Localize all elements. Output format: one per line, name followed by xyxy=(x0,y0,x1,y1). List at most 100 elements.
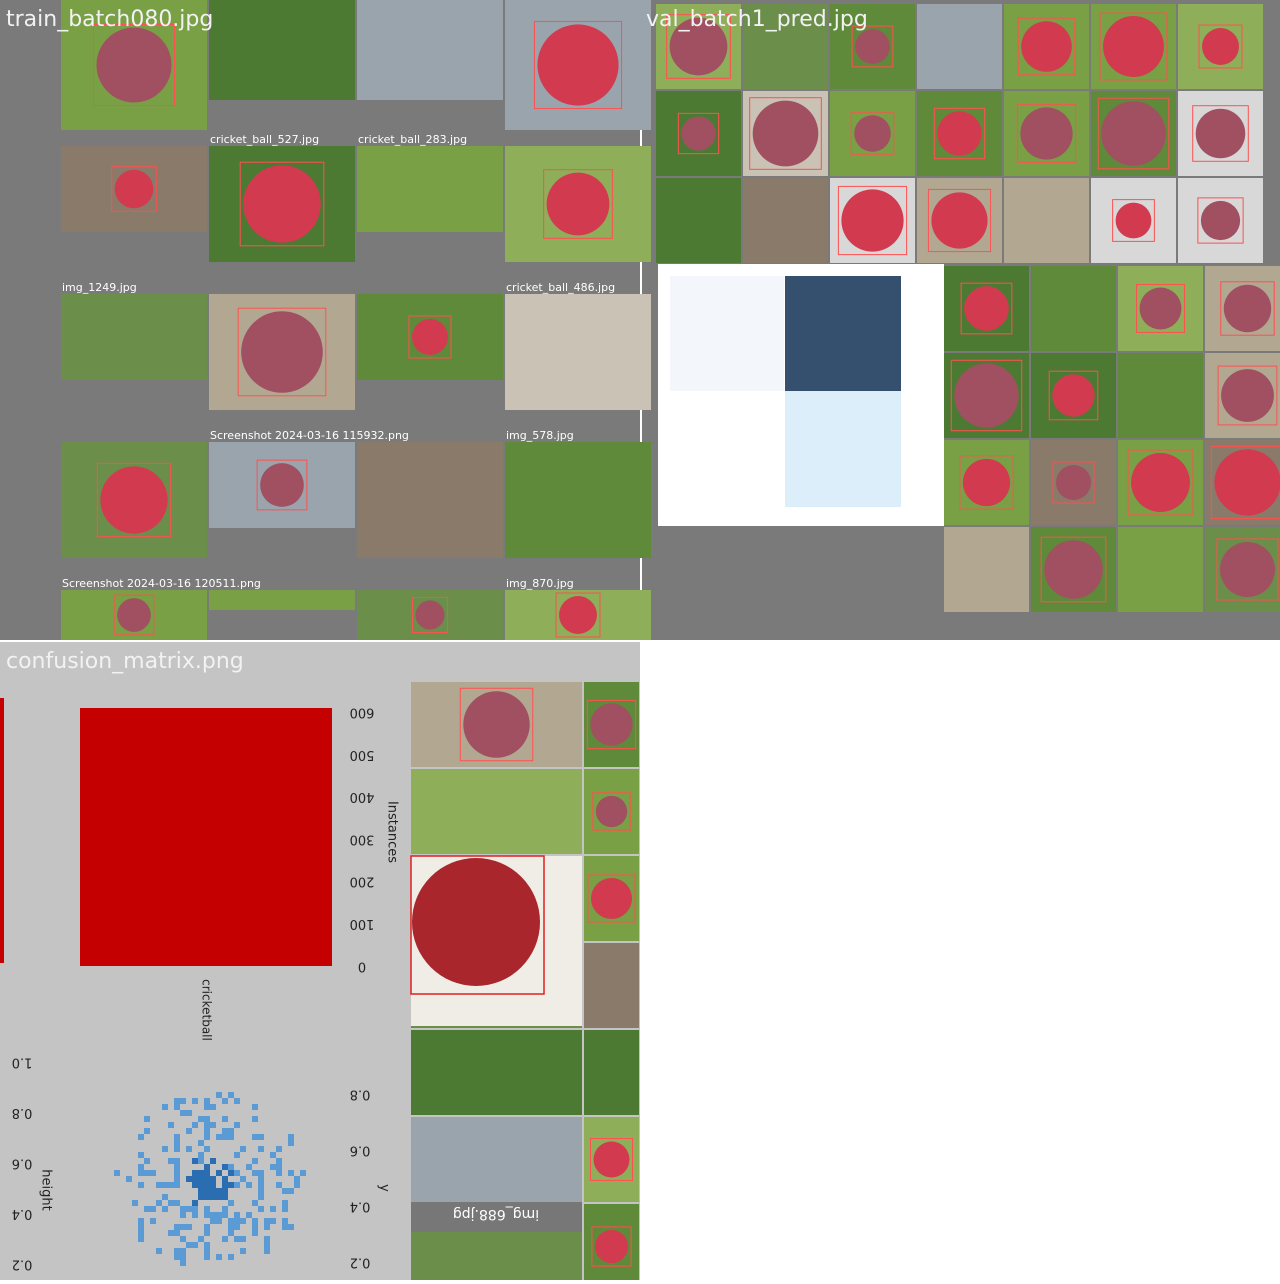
bbox xyxy=(1198,24,1243,69)
hist-cell xyxy=(288,1170,294,1176)
hist-cell xyxy=(204,1224,210,1230)
hist-cell xyxy=(138,1218,144,1224)
hist-cell xyxy=(234,1098,240,1104)
hist-cell xyxy=(186,1146,192,1152)
hist-cell xyxy=(282,1200,288,1206)
hist-cell xyxy=(174,1254,180,1260)
hist-cell xyxy=(210,1104,216,1110)
hist-cell xyxy=(114,1170,120,1176)
ball xyxy=(1200,200,1241,241)
tick-label: 300 xyxy=(350,831,375,846)
ball xyxy=(1202,28,1239,65)
hist-cell xyxy=(216,1218,222,1224)
bbox xyxy=(587,874,636,923)
hist-cell xyxy=(264,1248,270,1254)
bbox xyxy=(408,315,452,359)
hist-cell xyxy=(228,1164,234,1170)
hist-cell xyxy=(186,1224,192,1230)
ball xyxy=(411,318,449,356)
hist-cell xyxy=(216,1212,222,1218)
hist-cell xyxy=(198,1152,204,1158)
hist-cell xyxy=(174,1182,180,1188)
tick-label: 0.4 xyxy=(12,1206,33,1221)
ball xyxy=(117,598,151,632)
bbox xyxy=(237,307,327,397)
hist-cell xyxy=(156,1248,162,1254)
bbox xyxy=(111,166,157,212)
hist-cell xyxy=(144,1206,150,1212)
bbox xyxy=(92,23,176,107)
image-tile xyxy=(505,442,651,558)
hist-cell xyxy=(204,1194,210,1200)
hist-cell xyxy=(270,1206,276,1212)
image-tile xyxy=(357,146,503,232)
hist-cell xyxy=(174,1176,180,1182)
ball xyxy=(1103,16,1164,77)
bbox xyxy=(113,594,155,636)
hist-cell xyxy=(174,1158,180,1164)
ball xyxy=(1021,21,1072,72)
hist-cell xyxy=(138,1152,144,1158)
ball xyxy=(260,463,304,507)
hist-cell xyxy=(252,1200,258,1206)
hist-cell xyxy=(174,1170,180,1176)
hist-cell xyxy=(240,1176,246,1182)
panel-title: val_batch1_pred.jpg xyxy=(646,7,868,32)
bbox xyxy=(1216,538,1279,601)
ball xyxy=(593,1141,630,1178)
image-tile xyxy=(584,943,639,1028)
hist-cell xyxy=(198,1188,204,1194)
bbox xyxy=(749,97,822,170)
hist-cell xyxy=(204,1230,210,1236)
hist-cell xyxy=(234,1170,240,1176)
hist-cell xyxy=(204,1164,210,1170)
hist-cell xyxy=(186,1128,192,1134)
ball xyxy=(1056,465,1091,500)
hist-cell xyxy=(258,1146,264,1152)
hist-cell xyxy=(258,1206,264,1212)
hist-cell xyxy=(276,1146,282,1152)
hist-cell xyxy=(204,1254,210,1260)
hist-cell xyxy=(264,1236,270,1242)
image-caption: cricket_ball_486.jpg xyxy=(506,281,615,294)
ball xyxy=(1221,369,1274,422)
bar xyxy=(80,708,332,966)
tick-label: 600 xyxy=(350,705,375,720)
hist-cell xyxy=(192,1158,198,1164)
hist-cell xyxy=(300,1170,306,1176)
tick-label: 0.2 xyxy=(350,1255,371,1270)
hist-cell xyxy=(180,1212,186,1218)
hist-cell xyxy=(246,1164,252,1170)
caption-bar xyxy=(411,1202,582,1232)
hist-cell xyxy=(276,1170,282,1176)
hist-cell xyxy=(204,1248,210,1254)
bbox xyxy=(927,188,992,253)
hist-cell xyxy=(192,1098,198,1104)
ball xyxy=(595,795,628,828)
hist-cell xyxy=(228,1224,234,1230)
image-caption: Screenshot 2024-03-16 120511.png xyxy=(62,577,261,590)
hist-cell xyxy=(228,1128,234,1134)
hist-cell xyxy=(240,1218,246,1224)
bbox xyxy=(1099,12,1168,81)
hist-cell xyxy=(198,1236,204,1242)
image-tile xyxy=(411,1117,582,1202)
axis-label: y xyxy=(377,1184,392,1192)
hist-cell xyxy=(252,1158,258,1164)
hist-cell xyxy=(288,1140,294,1146)
hist-cell xyxy=(174,1104,180,1110)
hist-cell xyxy=(204,1116,210,1122)
hist-cell xyxy=(240,1146,246,1152)
ball xyxy=(1131,453,1190,512)
hist-cell xyxy=(216,1254,222,1260)
cell xyxy=(785,276,901,391)
hist-cell xyxy=(240,1236,246,1242)
hist-cell xyxy=(168,1158,174,1164)
bbox xyxy=(96,462,172,538)
hist-cell xyxy=(204,1122,210,1128)
ball xyxy=(1223,284,1272,333)
ball xyxy=(841,189,904,252)
hist-cell xyxy=(186,1110,192,1116)
hist-cell xyxy=(150,1218,156,1224)
ball xyxy=(954,363,1019,428)
